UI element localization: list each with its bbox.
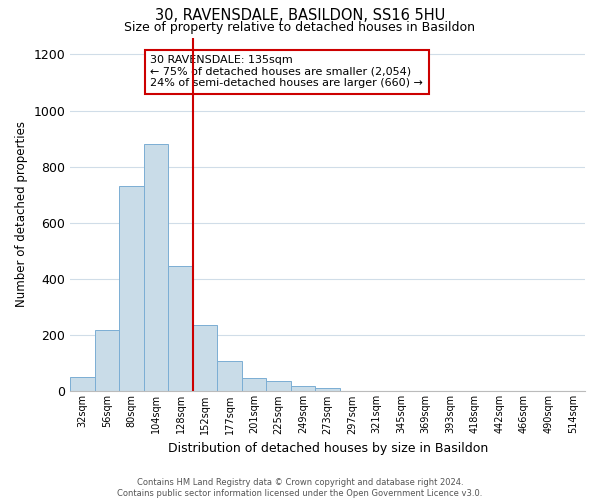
Bar bbox=[217, 362, 242, 392]
Bar bbox=[242, 378, 266, 392]
Bar bbox=[144, 144, 169, 392]
Bar bbox=[266, 380, 291, 392]
Bar bbox=[95, 330, 119, 392]
Bar bbox=[291, 386, 316, 392]
Text: 30, RAVENSDALE, BASILDON, SS16 5HU: 30, RAVENSDALE, BASILDON, SS16 5HU bbox=[155, 8, 445, 22]
Bar bbox=[169, 266, 193, 392]
Text: 30 RAVENSDALE: 135sqm
← 75% of detached houses are smaller (2,054)
24% of semi-d: 30 RAVENSDALE: 135sqm ← 75% of detached … bbox=[150, 55, 423, 88]
Y-axis label: Number of detached properties: Number of detached properties bbox=[15, 122, 28, 308]
Text: Contains HM Land Registry data © Crown copyright and database right 2024.
Contai: Contains HM Land Registry data © Crown c… bbox=[118, 478, 482, 498]
Bar bbox=[193, 326, 217, 392]
Bar bbox=[70, 377, 95, 392]
Bar bbox=[119, 186, 144, 392]
Bar bbox=[316, 388, 340, 392]
Text: Size of property relative to detached houses in Basildon: Size of property relative to detached ho… bbox=[125, 21, 476, 34]
X-axis label: Distribution of detached houses by size in Basildon: Distribution of detached houses by size … bbox=[167, 442, 488, 455]
